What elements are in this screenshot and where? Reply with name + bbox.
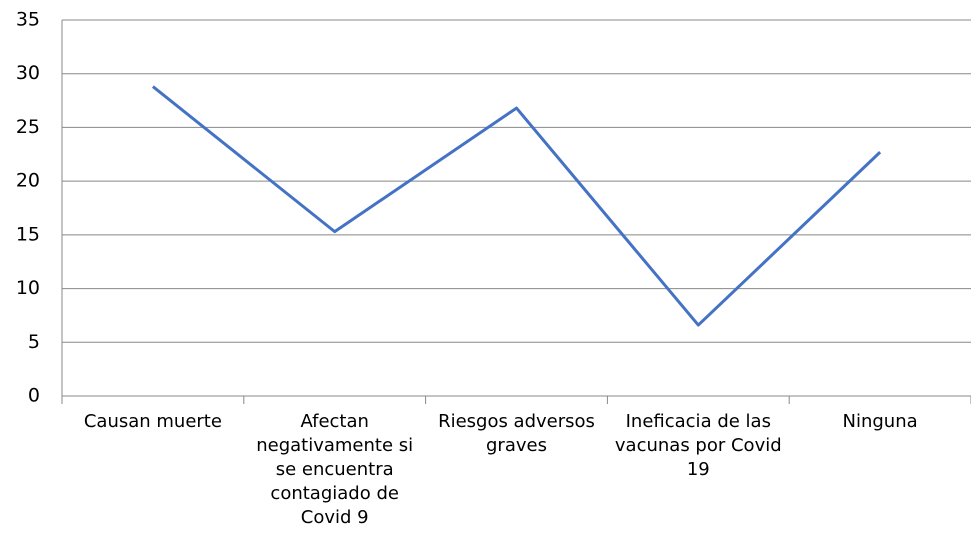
y-tick-label: 35	[16, 9, 40, 31]
y-tick-label: 5	[28, 331, 40, 353]
x-tick-label: Afectan negativamente si se encuentra co…	[256, 411, 414, 528]
y-tick-label: 25	[16, 116, 40, 138]
y-tick-label: 0	[28, 385, 40, 407]
x-tick-label: Ineficacia de las vacunas por Covid 19	[614, 411, 782, 480]
y-tick-label: 20	[16, 170, 40, 192]
x-tick-label: Riesgos adversos graves	[438, 411, 595, 456]
x-tick-label: Ninguna	[842, 411, 918, 432]
y-tick-label: 10	[16, 277, 40, 299]
y-tick-label: 15	[16, 223, 40, 245]
y-tick-label: 30	[16, 62, 40, 84]
line-series	[151, 85, 882, 327]
x-tick-label: Causan muerte	[83, 411, 222, 432]
